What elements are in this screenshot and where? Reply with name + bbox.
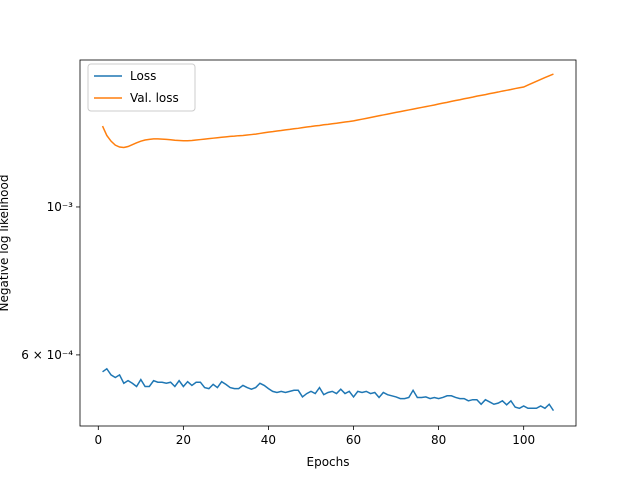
x-tick-label: 80 [431, 433, 446, 447]
x-axis-label: Epochs [307, 455, 350, 469]
x-tick-label: 0 [94, 433, 102, 447]
line-series [102, 367, 555, 412]
y-axis-label: Negative log likelihood [0, 175, 11, 312]
axes-frame [79, 59, 577, 427]
x-tick-label: 40 [261, 433, 276, 447]
y-tick-label: 10⁻³ [47, 200, 74, 214]
y-tick-label: 6 × 10⁻⁴ [21, 348, 73, 362]
line-series [101, 73, 554, 149]
x-tick-label: 60 [346, 433, 361, 447]
legend-label: Val. loss [130, 91, 179, 105]
legend-label: Loss [130, 69, 156, 83]
x-tick-label: 100 [512, 433, 535, 447]
x-tick-label: 20 [176, 433, 191, 447]
